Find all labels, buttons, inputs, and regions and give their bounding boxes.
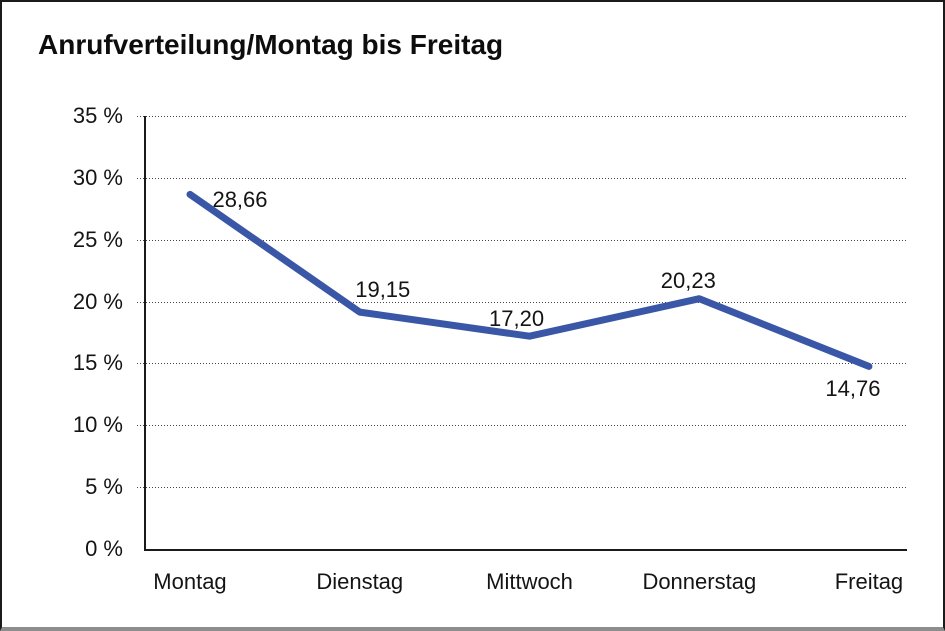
y-axis-tick <box>137 425 144 427</box>
y-axis-tick <box>137 177 144 179</box>
y-tick-label: 25 % <box>72 226 123 252</box>
y-tick-label: 30 % <box>72 164 123 190</box>
data-point-label: 17,20 <box>489 306 545 332</box>
x-tick-label: Dienstag <box>316 569 404 594</box>
y-tick-label: 10 % <box>72 412 123 438</box>
y-axis-tick <box>137 363 144 365</box>
gridline <box>146 239 907 241</box>
line-series-layer <box>186 190 873 370</box>
y-axis-tick <box>137 239 144 241</box>
y-axis-tick <box>137 301 144 303</box>
x-tick-label: Donnerstag <box>642 569 757 594</box>
data-point-label: 19,15 <box>355 277 411 303</box>
data-point-label: 28,66 <box>212 187 268 213</box>
gridline <box>146 301 907 303</box>
data-point-label: 14,76 <box>825 376 881 402</box>
y-tick-label: 35 % <box>72 103 123 128</box>
x-tick-label: Mittwoch <box>486 569 573 594</box>
data-point-label: 20,23 <box>660 267 716 293</box>
plot-area: 28,66 19,15 17,20 20,23 14,76 <box>137 116 907 551</box>
x-tick-label: Montag <box>153 569 227 594</box>
gridline <box>146 177 907 179</box>
x-tick-label: Freitag <box>834 569 904 594</box>
y-axis-tick <box>137 487 144 489</box>
y-tick-label: 0 % <box>85 536 123 561</box>
chart-title: Anrufverteilung/Montag bis Freitag <box>38 29 504 60</box>
series-polyline <box>186 190 873 370</box>
y-tick-label: 15 % <box>72 350 123 376</box>
gridline <box>146 425 907 427</box>
y-tick-label: 20 % <box>72 288 123 314</box>
y-tick-label: 5 % <box>85 474 123 500</box>
gridline <box>146 363 907 365</box>
y-axis-tick <box>137 116 144 117</box>
gridline <box>146 487 907 489</box>
gridline <box>146 116 907 117</box>
